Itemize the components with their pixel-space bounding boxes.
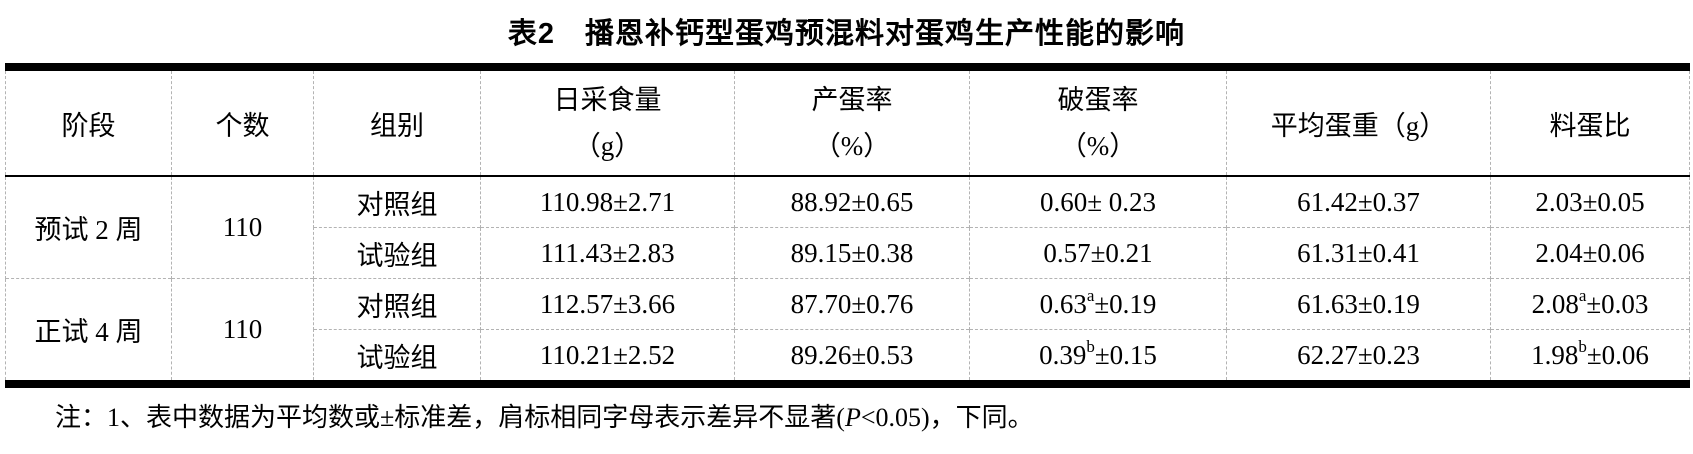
cell-feed-egg-ratio: 2.08a±0.03	[1490, 278, 1690, 330]
cell-lay-rate: 89.15±0.38	[734, 227, 970, 279]
column-header-count: 个数	[171, 67, 314, 177]
column-header-egg-weight: 平均蛋重（g）	[1226, 67, 1491, 177]
cell-feed-egg-ratio: 1.98b±0.06	[1490, 329, 1690, 384]
superscript-letter: a	[1578, 285, 1587, 305]
cell-lay-rate: 89.26±0.53	[734, 329, 970, 384]
value-text: 89.26±0.53	[790, 339, 914, 370]
document-page: 表2 播恩补钙型蛋鸡预混料对蛋鸡生产性能的影响 阶段 个数 组别 日采食量 （g…	[0, 17, 1693, 454]
table-header: 阶段 个数 组别 日采食量 （g） 产蛋率 （%） 破蛋率 （%） 平均蛋重（g…	[5, 67, 1690, 177]
footnote-p-symbol: P	[844, 403, 861, 432]
value-text: 62.27±0.23	[1297, 339, 1420, 370]
cell-feed-intake: 110.21±2.52	[480, 329, 735, 384]
value-text: 61.31±0.41	[1297, 237, 1420, 268]
table-row: 预试 2 周 110 对照组 110.98±2.71 88.92±0.65 0.…	[5, 175, 1690, 279]
cell-feed-egg-ratio: 2.04±0.06	[1490, 227, 1690, 279]
value-text: 61.63±0.19	[1297, 288, 1420, 319]
value-text: 112.57±3.66	[539, 288, 676, 319]
cell-feed-egg-ratio: 2.03±0.05	[1490, 175, 1690, 228]
cell-feed-intake: 112.57±3.66	[480, 278, 735, 330]
value-text: 61.42±0.37	[1297, 186, 1420, 217]
superscript-letter: a	[1086, 285, 1095, 305]
column-header-group: 组别	[313, 67, 481, 177]
cell-count: 110	[171, 175, 314, 279]
value-text: ±0.06	[1586, 339, 1649, 370]
value-text: ±0.15	[1094, 339, 1157, 370]
cell-feed-intake: 111.43±2.83	[480, 227, 735, 279]
cell-broken-rate: 0.39b±0.15	[969, 329, 1227, 384]
cell-group: 试验组	[313, 227, 481, 279]
value-text: 88.92±0.65	[790, 186, 914, 217]
value-text: 0.57±0.21	[1043, 237, 1153, 268]
header-line: 破蛋率	[1057, 85, 1139, 115]
header-row: 阶段 个数 组别 日采食量 （g） 产蛋率 （%） 破蛋率 （%） 平均蛋重（g…	[5, 67, 1690, 177]
cell-broken-rate: 0.57±0.21	[969, 227, 1227, 279]
table-footnote: 注：1、表中数据为平均数或±标准差，肩标相同字母表示差异不显著(P<0.05)，…	[0, 401, 1693, 435]
value-text: ±0.03	[1586, 288, 1649, 319]
column-header-feed-intake: 日采食量 （g）	[480, 67, 735, 177]
value-text: 110.98±2.71	[539, 186, 676, 217]
cell-egg-weight: 61.63±0.19	[1226, 278, 1491, 330]
cell-broken-rate: 0.63a±0.19	[969, 278, 1227, 330]
column-header-stage: 阶段	[5, 67, 172, 177]
cell-lay-rate: 88.92±0.65	[734, 175, 970, 228]
cell-egg-weight: 62.27±0.23	[1226, 329, 1491, 384]
production-performance-table: 阶段 个数 组别 日采食量 （g） 产蛋率 （%） 破蛋率 （%） 平均蛋重（g…	[5, 63, 1690, 388]
value-text: 0.63	[1039, 288, 1087, 319]
table-body: 预试 2 周 110 对照组 110.98±2.71 88.92±0.65 0.…	[5, 175, 1690, 384]
cell-stage: 正试 4 周	[5, 278, 172, 384]
table-row: 试验组 111.43±2.83 89.15±0.38 0.57±0.21 61.…	[6, 227, 1690, 279]
cell-group: 对照组	[313, 278, 481, 330]
cell-group: 对照组	[313, 175, 481, 228]
value-text: 89.15±0.38	[790, 237, 914, 268]
value-text: 87.70±0.76	[790, 288, 914, 319]
value-text: 111.43±2.83	[540, 237, 675, 268]
cell-broken-rate: 0.60± 0.23	[969, 175, 1227, 228]
superscript-letter: b	[1086, 336, 1095, 356]
column-header-lay-rate: 产蛋率 （%）	[734, 67, 970, 177]
cell-stage: 预试 2 周	[5, 175, 172, 279]
value-text: 0.60± 0.23	[1039, 186, 1157, 217]
column-header-feed-egg-ratio: 料蛋比	[1490, 67, 1690, 177]
value-text: 1.98	[1531, 339, 1579, 370]
value-text: 2.04±0.06	[1535, 237, 1645, 268]
value-text: 2.08	[1531, 288, 1579, 319]
footnote-text: 注：1、表中数据为平均数或±标准差，肩标相同字母表示差异不显著(	[55, 403, 845, 432]
column-header-broken-rate: 破蛋率 （%）	[969, 67, 1227, 177]
value-text: 0.39	[1039, 339, 1087, 370]
header-unit: （g）	[573, 131, 642, 161]
header-line: 日采食量	[553, 85, 662, 115]
table-row: 正试 4 周 110 对照组 112.57±3.66 87.70±0.76 0.…	[5, 278, 1690, 384]
superscript-letter: b	[1578, 336, 1587, 356]
value-text: 2.03±0.05	[1535, 186, 1645, 217]
header-unit: （%）	[813, 131, 891, 161]
cell-group: 试验组	[313, 329, 481, 384]
cell-egg-weight: 61.31±0.41	[1226, 227, 1491, 279]
cell-feed-intake: 110.98±2.71	[480, 175, 735, 228]
cell-egg-weight: 61.42±0.37	[1226, 175, 1491, 228]
footnote-text: <0.05)，下同。	[860, 403, 1034, 432]
header-unit: （%）	[1059, 131, 1137, 161]
value-text: ±0.19	[1094, 288, 1157, 319]
cell-lay-rate: 87.70±0.76	[734, 278, 970, 330]
value-text: 110.21±2.52	[539, 339, 676, 370]
table-row: 试验组 110.21±2.52 89.26±0.53 0.39b±0.15 62…	[6, 329, 1690, 384]
cell-count: 110	[171, 278, 314, 384]
header-line: 产蛋率	[811, 85, 893, 115]
page-title: 表2 播恩补钙型蛋鸡预混料对蛋鸡生产性能的影响	[507, 18, 1186, 50]
